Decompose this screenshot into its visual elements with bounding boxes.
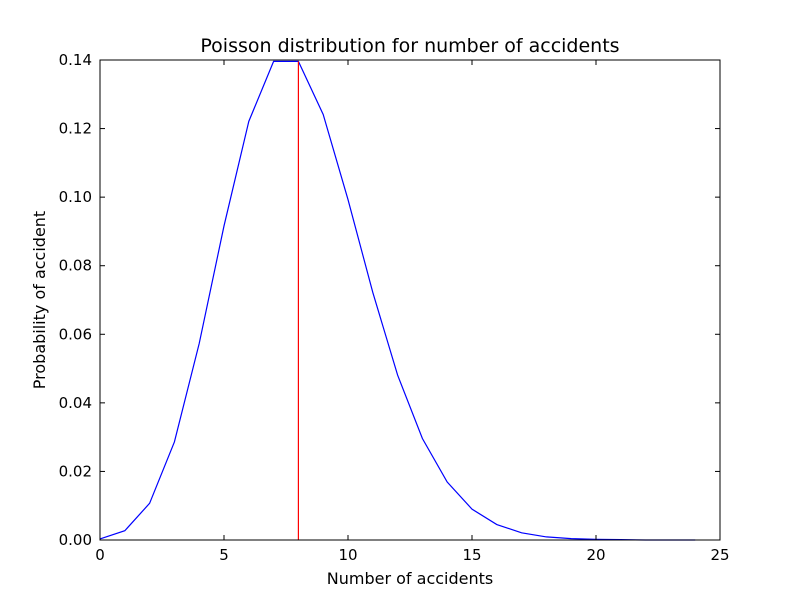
- x-tick-label: 15: [462, 546, 481, 564]
- x-tick-label: 20: [586, 546, 605, 564]
- x-tick-label: 25: [710, 546, 729, 564]
- y-tick-label: 0.08: [59, 257, 92, 275]
- x-tick-label: 0: [95, 546, 105, 564]
- y-tick-label: 0.00: [59, 531, 92, 549]
- chart-title: Poisson distribution for number of accid…: [200, 35, 619, 57]
- x-tick-label: 10: [338, 546, 357, 564]
- x-tick-label: 5: [219, 546, 229, 564]
- y-tick-label: 0.14: [59, 51, 92, 69]
- plot-frame: [99, 59, 721, 541]
- axis-ticks: 0 5 10 15 20 25 0.00 0.02 0.04 0.06 0.08 0.10 0.12 0.…: [59, 51, 730, 564]
- y-tick-label: 0.10: [59, 188, 92, 206]
- x-axis-label: Number of accidents: [327, 569, 493, 588]
- y-tick-label: 0.06: [59, 325, 92, 343]
- y-tick-label: 0.02: [59, 462, 92, 480]
- y-axis-label: Probability of accident: [30, 211, 49, 389]
- y-tick-label: 0.12: [59, 120, 92, 138]
- y-tick-label: 0.04: [59, 394, 92, 412]
